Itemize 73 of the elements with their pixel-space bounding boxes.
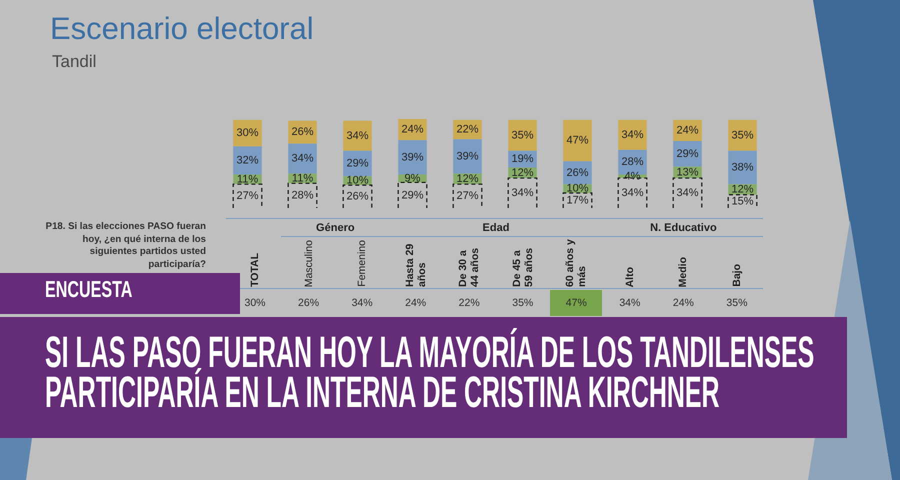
data-label: 12%: [731, 184, 754, 196]
x-tick-label: Hasta 29 años: [404, 242, 428, 287]
data-label: 30%: [244, 297, 266, 309]
x-tick-label: Masculino: [302, 240, 315, 287]
text: 34%: [346, 130, 369, 142]
data-label: 27%: [236, 190, 259, 202]
text: 24%: [401, 124, 424, 136]
data-label: 29%: [676, 148, 699, 160]
data-label: 34%: [621, 187, 644, 200]
data-label: 24%: [405, 297, 426, 309]
data-label: 35%: [512, 297, 534, 309]
data-label: 11%: [292, 172, 314, 185]
x-tick-label: De 30 a 44 años: [457, 246, 482, 287]
x-tick-label: 60 años y más: [564, 238, 588, 287]
text: 47%: [566, 134, 589, 147]
data-label: 15%: [731, 195, 754, 208]
x-tick-label: Medio: [677, 256, 690, 287]
data-label: 29%: [401, 189, 424, 202]
text: 22%: [456, 124, 479, 136]
data-label: 39%: [401, 151, 424, 164]
data-label: 19%: [511, 153, 534, 166]
text: N. Educativo: [650, 222, 717, 235]
data-label: 27%: [456, 190, 479, 202]
data-label: 13%: [676, 166, 699, 178]
x-tick-label: TOTAL: [249, 252, 261, 287]
x-tick-label: Alto: [624, 266, 636, 287]
text: Género: [316, 222, 355, 235]
chart-title: Escenario electoral: [50, 10, 314, 48]
text: 35%: [731, 129, 754, 142]
data-label: 35%: [726, 297, 748, 309]
data-label: 9%: [404, 172, 421, 185]
text: Edad: [482, 222, 510, 235]
bar: [453, 139, 482, 174]
text: 35%: [511, 129, 534, 142]
data-label: 28%: [621, 156, 644, 168]
data-label: 17%: [566, 194, 589, 207]
x-tick-label: De 45 a 59 años: [510, 246, 535, 287]
text: 26%: [291, 126, 314, 138]
data-label: 10%: [566, 182, 589, 195]
data-label: 34%: [352, 297, 373, 309]
data-label: 32%: [236, 154, 259, 166]
text: SI LAS PASO FUERAN HOY LA MAYORÍA DE LOS TANDILENSES PARTICIPARÍA EN LA INTERNA DE CRISTINA KIRCHNER: [45, 328, 814, 417]
text: ENCUESTA: [45, 276, 132, 302]
text: Tandil: [52, 52, 96, 72]
data-label: 34%: [291, 152, 314, 165]
data-label: 12%: [511, 166, 534, 179]
bar: [288, 144, 317, 174]
data-label: 28%: [291, 190, 314, 202]
data-label: 26%: [566, 166, 589, 179]
data-label: 34%: [511, 187, 534, 200]
text: 30%: [236, 127, 259, 140]
data-label: 22%: [458, 297, 480, 309]
data-label: 34%: [676, 187, 699, 200]
data-label: 29%: [346, 158, 369, 170]
data-label: 38%: [731, 161, 754, 174]
bar: [728, 150, 757, 184]
data-label: 39%: [456, 150, 479, 162]
data-label: 47%: [566, 297, 587, 309]
x-tick-label: Bajo: [730, 264, 743, 287]
data-label: 12%: [456, 172, 479, 185]
bar: [398, 140, 427, 175]
data-label: 26%: [346, 190, 369, 203]
bar: [618, 120, 647, 150]
text: 34%: [621, 128, 644, 141]
data-label: 26%: [298, 297, 320, 309]
data-label: 24%: [672, 297, 694, 309]
bar: [563, 120, 592, 162]
text: 24%: [676, 124, 699, 136]
data-label: 11%: [236, 173, 258, 186]
text: P18. Si las elecciones PASO fueran hoy, ¿en qué interna de los siguientes partidos usted participaría?: [44, 221, 206, 271]
data-label: 10%: [346, 174, 369, 187]
x-tick-label: Femenino: [356, 240, 368, 287]
data-label: 34%: [619, 297, 640, 309]
